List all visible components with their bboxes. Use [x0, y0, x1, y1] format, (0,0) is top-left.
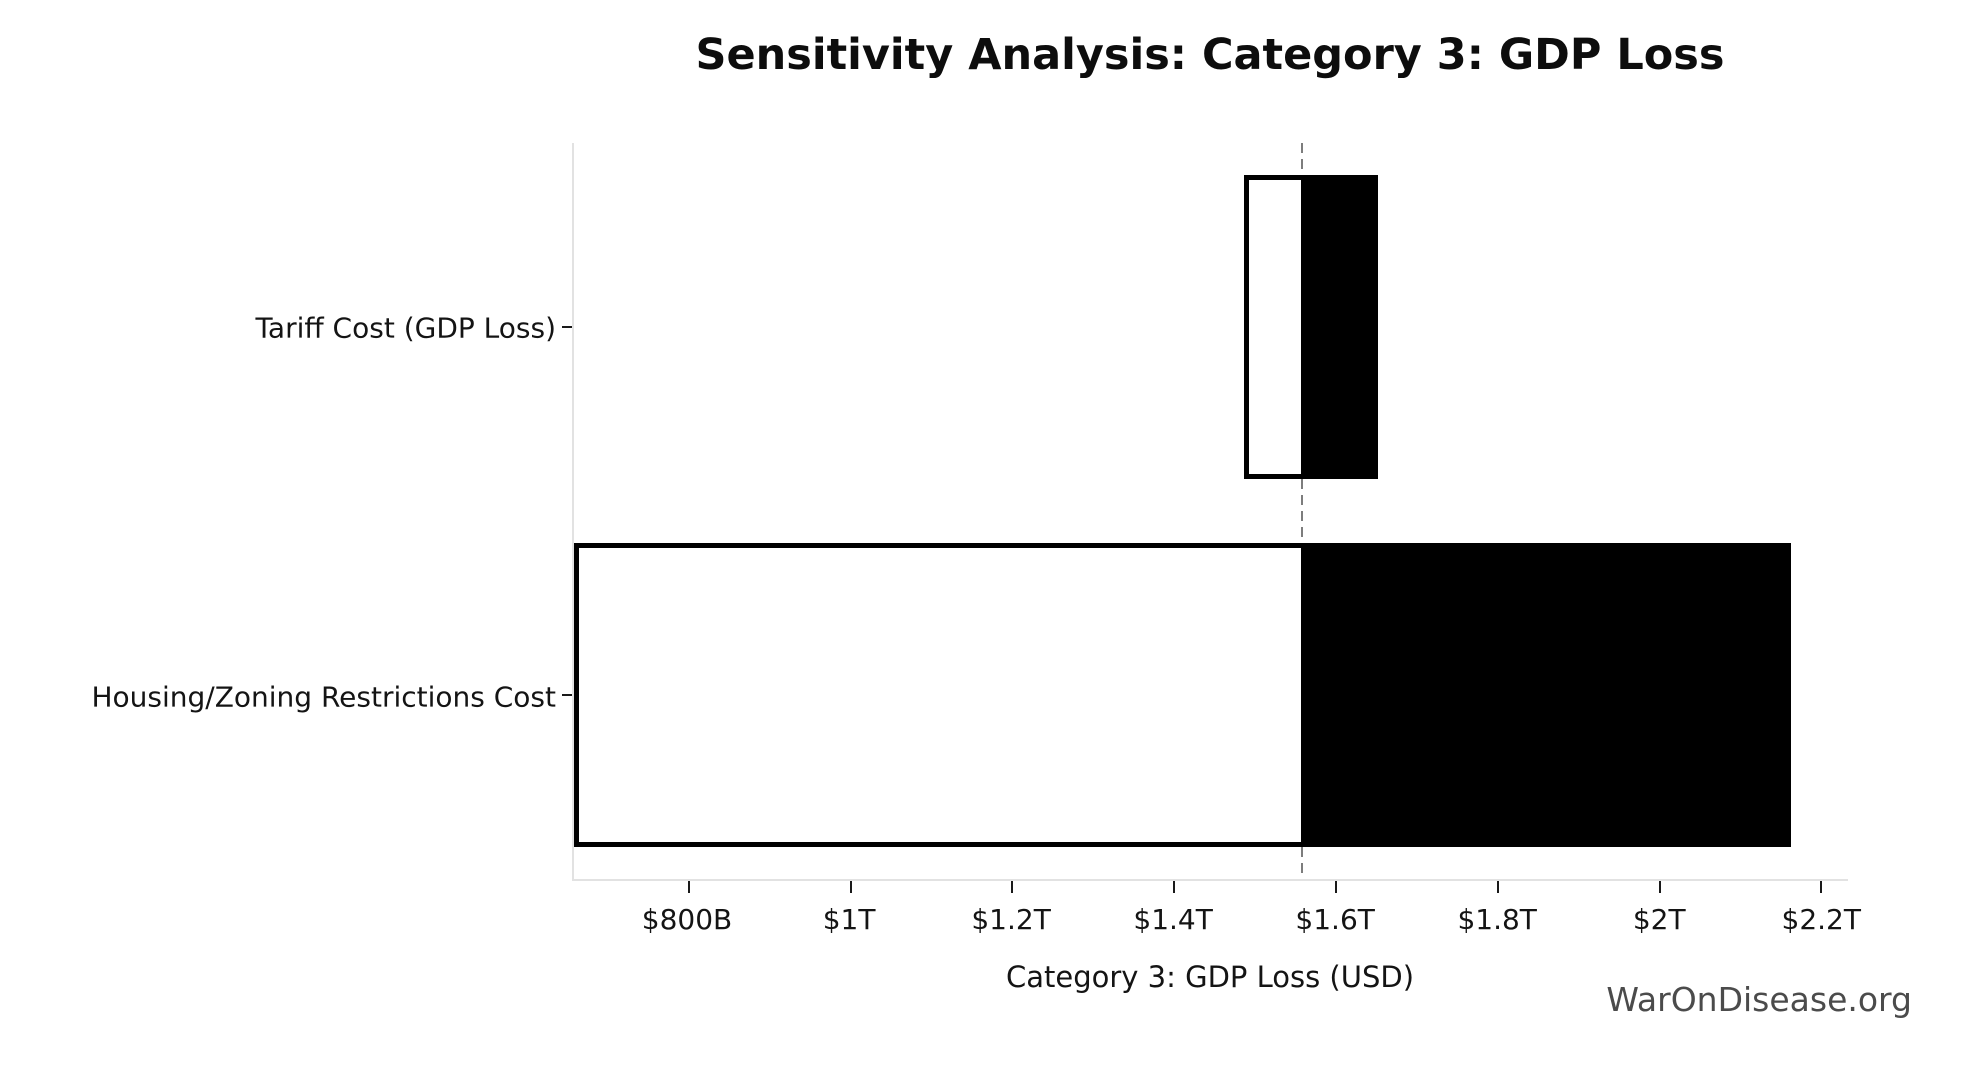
x-tick-label: $800B [641, 903, 733, 936]
x-tick-label: $1.2T [971, 903, 1051, 936]
x-tick-label: $2.2T [1781, 903, 1861, 936]
y-category-label: Tariff Cost (GDP Loss) [255, 311, 556, 344]
x-tick-label: $1T [822, 903, 876, 936]
x-tick-label: $2T [1632, 903, 1686, 936]
x-tick-mark [1173, 881, 1176, 893]
y-tick-mark [562, 326, 572, 328]
x-tick-mark [1820, 881, 1823, 893]
bar-row [574, 543, 1848, 847]
x-tick-mark [849, 881, 852, 893]
x-tick-mark [687, 881, 690, 893]
plot-area [562, 143, 1848, 893]
x-tick-label: $1.6T [1295, 903, 1375, 936]
x-tick-label: $1.8T [1457, 903, 1537, 936]
baseline-dashed-line [1301, 143, 1304, 879]
x-tick-mark [1011, 881, 1014, 893]
bar-row [574, 175, 1848, 479]
x-tick-mark [1334, 881, 1337, 893]
y-tick-mark [562, 694, 572, 696]
x-tick-mark [1658, 881, 1661, 893]
x-axis-title: Category 3: GDP Loss (USD) [1005, 960, 1415, 994]
chart-title: Sensitivity Analysis: Category 3: GDP Lo… [695, 30, 1725, 80]
bar-segment-high [1301, 175, 1379, 479]
x-tick-label: $1.4T [1133, 903, 1213, 936]
watermark-text: WarOnDisease.org [1606, 980, 1912, 1019]
bar-segment-high [1301, 543, 1791, 847]
y-category-label: Housing/Zoning Restrictions Cost [91, 680, 556, 713]
x-tick-mark [1496, 881, 1499, 893]
